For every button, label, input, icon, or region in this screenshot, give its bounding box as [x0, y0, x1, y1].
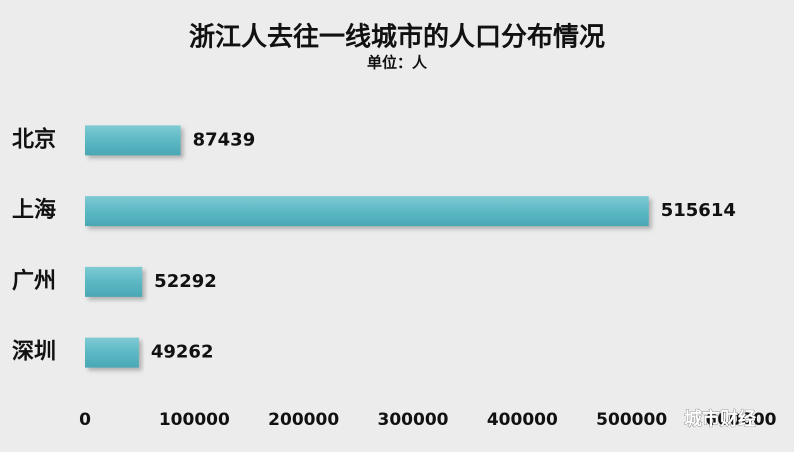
bar: [85, 196, 649, 227]
x-tick-label: 200000: [268, 410, 339, 430]
x-tick-label: 600000: [706, 410, 777, 430]
x-tick-label: 0: [79, 410, 91, 430]
bar: [85, 337, 139, 368]
value-label: 49262: [151, 342, 214, 363]
x-tick-label: 100000: [159, 410, 230, 430]
y-tick-label: 北京: [12, 126, 56, 152]
value-label: 515614: [661, 200, 736, 221]
y-tick-label: 广州: [12, 268, 56, 294]
bar: [85, 125, 181, 156]
chart-subtitle: 单位：人: [367, 54, 428, 72]
bar: [85, 266, 143, 297]
chart-title: 浙江人去往一线城市的人口分布情况: [189, 22, 605, 53]
x-tick-label: 300000: [378, 410, 449, 430]
x-tick-label: 400000: [487, 410, 558, 430]
value-label: 87439: [193, 129, 256, 150]
watermark: 城市财经: [684, 408, 756, 430]
y-tick-label: 上海: [12, 197, 56, 223]
x-tick-label: 500000: [596, 410, 667, 430]
value-label: 52292: [154, 271, 217, 292]
y-tick-label: 深圳: [12, 340, 56, 365]
